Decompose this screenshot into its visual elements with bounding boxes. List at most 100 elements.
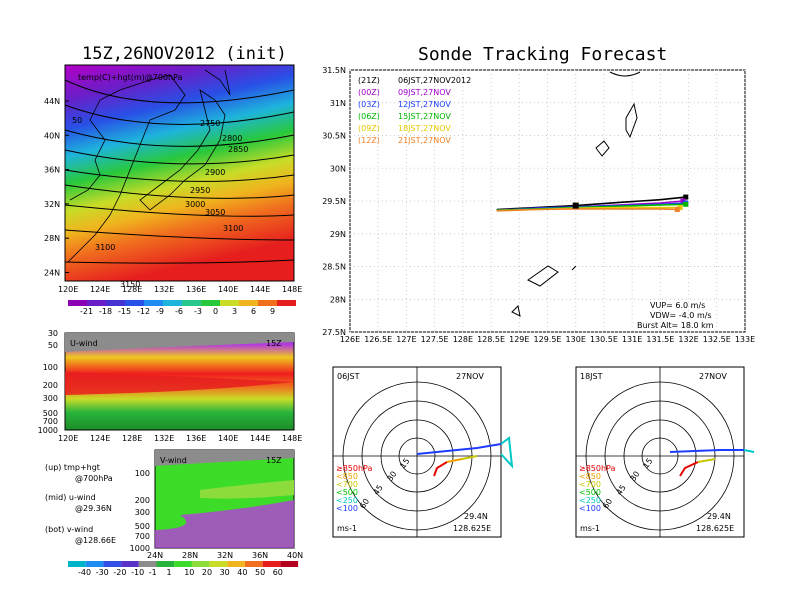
hodograph-legend-item: <850 xyxy=(579,472,601,481)
v-wind-time: 15Z xyxy=(266,456,282,465)
lon-tick-label: 132E xyxy=(678,335,698,344)
pressure-tick-label: 1000 xyxy=(130,544,150,553)
colorbar-label: 0 xyxy=(213,307,218,316)
pressure-tick-label: 500 xyxy=(135,522,150,531)
lon-tick-label: 126E xyxy=(340,335,360,344)
legend-time-label: 21JST,27NOV xyxy=(398,136,451,145)
colorbar-label: 6 xyxy=(251,307,256,316)
track-endpoint xyxy=(677,205,683,211)
hodograph-date: 27NOV xyxy=(699,372,727,381)
hodograph-trace xyxy=(461,455,478,460)
contour-label: 2900 xyxy=(205,168,225,177)
contour-label: 3100 xyxy=(223,224,243,233)
colorbar-label: 3 xyxy=(232,307,237,316)
hodograph-legend-item: <500 xyxy=(579,488,601,497)
lat-tick-label: 32N xyxy=(44,200,60,209)
hodograph-legend-item: <700 xyxy=(579,480,601,489)
track-endpoint xyxy=(683,194,689,200)
right-title: Sonde Tracking Forecast xyxy=(418,44,668,65)
colorbar-label: 20 xyxy=(202,568,212,577)
lon-tick-label: 132E xyxy=(154,434,174,443)
colorbar-swatch xyxy=(220,300,239,306)
note-line: (bot) v-wind xyxy=(45,525,93,534)
legend-time-code: (21Z) xyxy=(358,76,380,85)
map-label: temp(C)+hgt(m)@700hPa xyxy=(78,73,183,82)
lon-tick-label: 126.5E xyxy=(364,335,392,344)
colorbar-label: 1 xyxy=(167,568,172,577)
hodograph-date: 27NOV xyxy=(456,372,484,381)
legend-time-code: (03Z) xyxy=(358,100,380,109)
hodograph-legend-item: <700 xyxy=(336,480,358,489)
note-line: (up) tmp+hgt xyxy=(45,463,100,472)
colorbar-swatch xyxy=(87,300,106,306)
legend-time-label: 12JST,27NOV xyxy=(398,100,451,109)
colorbar-swatch xyxy=(163,300,182,306)
colorbar-label: -20 xyxy=(113,568,126,577)
lon-tick-label: 144E xyxy=(250,285,270,294)
lon-tick-label: 130.5E xyxy=(590,335,618,344)
hodograph-lat: 29.4N xyxy=(707,512,731,521)
lon-tick-label: 124E xyxy=(90,285,110,294)
lon-tick-label: 128E xyxy=(122,285,142,294)
colorbar-label: -15 xyxy=(118,307,131,316)
contour-label: 2850 xyxy=(228,145,248,154)
colorbar-label: -9 xyxy=(156,307,164,316)
hodograph-unit: ms-1 xyxy=(580,524,600,533)
colorbar-label: -10 xyxy=(131,568,144,577)
colorbar-swatch xyxy=(182,300,201,306)
hodograph-trace xyxy=(500,436,514,469)
colorbar-swatch xyxy=(277,300,296,306)
hodograph-trace xyxy=(743,449,755,453)
pressure-tick-label: 30 xyxy=(48,329,58,338)
lon-tick-label: 136E xyxy=(186,285,206,294)
hodograph-lat: 29.4N xyxy=(464,512,488,521)
lon-tick-label: 128E xyxy=(453,335,473,344)
contour-label: 3000 xyxy=(185,200,205,209)
lat-tick-label: 30N xyxy=(330,164,346,173)
colorbar-swatch xyxy=(227,561,245,567)
pressure-tick-label: 300 xyxy=(43,394,58,403)
colorbar-label: 40 xyxy=(237,568,247,577)
lon-tick-label: 130E xyxy=(566,335,586,344)
colorbar-swatch xyxy=(201,300,220,306)
lon-tick-label: 140E xyxy=(218,434,238,443)
hodograph-trace xyxy=(433,461,448,477)
lat-tick-label: 29N xyxy=(330,230,346,239)
legend-time-label: 09JST,27NOV xyxy=(398,88,451,97)
hodograph-hour: 18JST xyxy=(580,372,603,381)
hodograph-trace xyxy=(669,449,744,453)
colorbar-swatch xyxy=(138,561,157,567)
hodograph-lon: 128.625E xyxy=(453,524,491,533)
hodograph-trace xyxy=(446,458,463,463)
hodograph-trace xyxy=(416,443,502,455)
lat-tick-label: 44N xyxy=(44,97,60,106)
track-midpoint xyxy=(572,202,579,209)
lon-tick-label: 127.5E xyxy=(421,335,449,344)
legend-time-code: (12Z) xyxy=(358,136,380,145)
colorbar-swatch xyxy=(209,561,228,567)
lat-tick-label: 24N xyxy=(147,551,163,560)
colorbar-swatch xyxy=(68,300,87,306)
lon-tick-label: 136E xyxy=(186,434,206,443)
lon-tick-label: 148E xyxy=(282,434,302,443)
lat-tick-label: 30.5N xyxy=(322,132,346,141)
hodograph-unit: ms-1 xyxy=(337,524,357,533)
lat-tick-label: 32N xyxy=(217,551,233,560)
lon-tick-label: 148E xyxy=(282,285,302,294)
track-endpoint xyxy=(683,201,689,207)
pressure-tick-label: 300 xyxy=(135,508,150,517)
pressure-tick-label: 700 xyxy=(43,417,58,426)
lat-tick-label: 36N xyxy=(44,166,60,175)
colorbar-label: 50 xyxy=(255,568,265,577)
hodograph-trace xyxy=(697,458,716,463)
colorbar-label: 9 xyxy=(270,307,275,316)
colorbar-swatch xyxy=(239,300,258,306)
hodograph-legend-item: <250 xyxy=(579,496,601,505)
colorbar-swatch xyxy=(121,561,139,567)
lon-tick-label: 120E xyxy=(58,285,78,294)
hodograph-legend-item: ≥850hPa xyxy=(579,464,616,473)
colorbar-swatch xyxy=(106,300,125,306)
hodograph-legend-item: <100 xyxy=(579,504,601,513)
lat-tick-label: 36N xyxy=(252,551,268,560)
